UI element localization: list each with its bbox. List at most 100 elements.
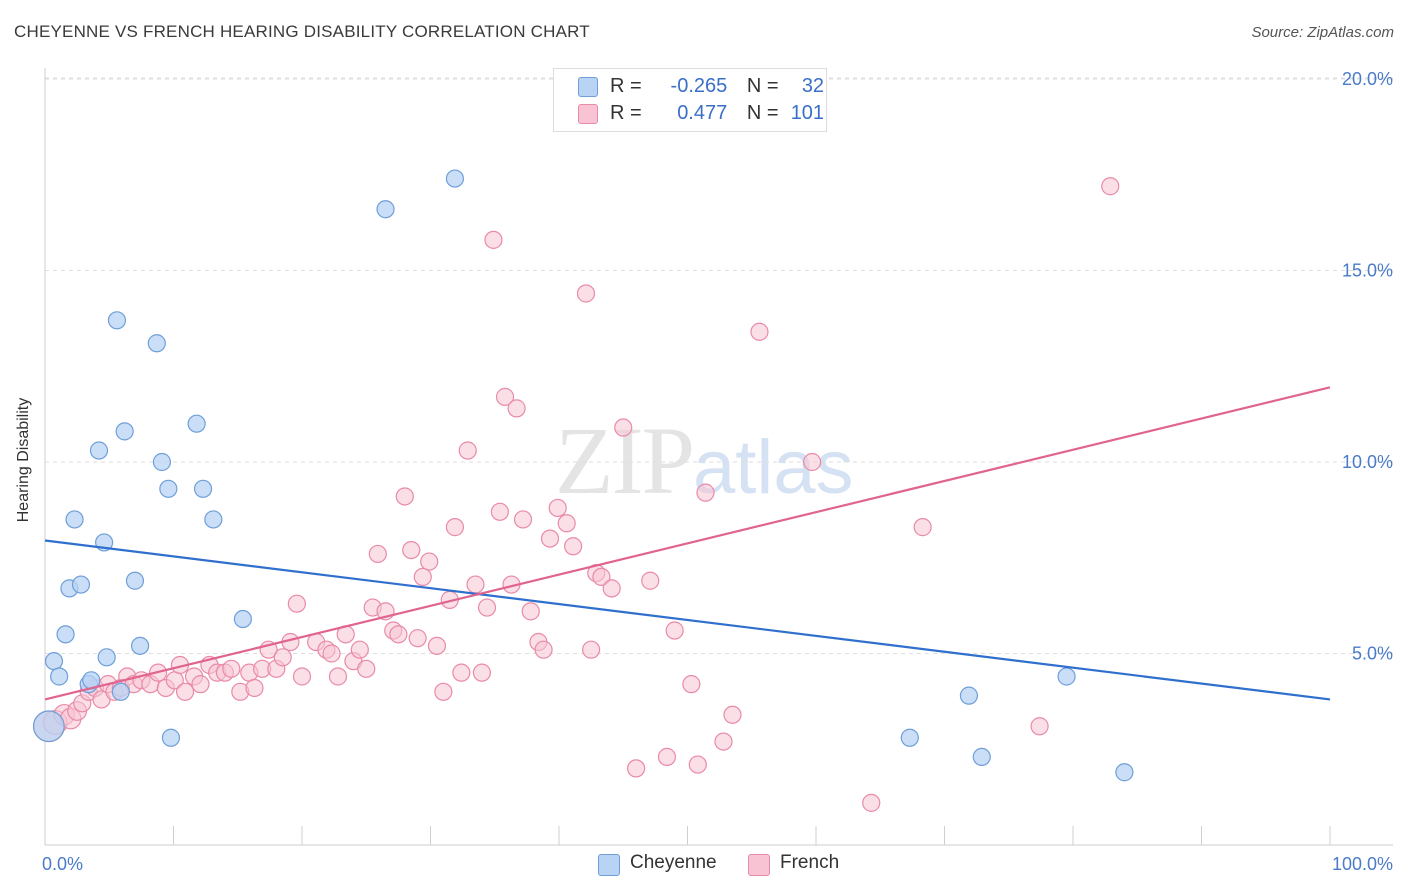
point-french [328,667,348,686]
point-french [357,659,376,678]
point-cheyenne [44,652,64,671]
bottom-legend-label-french: French [780,852,840,873]
point-cheyenne [972,747,991,767]
point-cheyenne [1115,763,1134,782]
point-cheyenne [147,334,166,353]
point-french [602,579,621,598]
legend-r-label: R = [610,102,642,124]
point-french [292,667,312,686]
point-cheyenne [376,200,395,219]
point-french [408,629,427,648]
point-cheyenne [50,667,69,686]
point-cheyenne [445,169,465,188]
point-cheyenne [193,479,213,498]
point-cheyenne [204,510,223,529]
point-cheyenne [233,609,252,629]
point-french [750,322,769,341]
point-cheyenne [161,728,181,747]
point-cheyenne [56,625,75,644]
trend-line-french [44,386,1331,701]
point-french [222,659,241,678]
point-french [614,418,633,437]
point-french [322,644,341,663]
point-french [472,663,491,682]
bottom-legend-swatch-cheyenne [598,854,620,876]
point-french [714,732,733,751]
point-french [495,387,515,406]
y-tick-label: 15.0% [1342,261,1393,281]
point-cheyenne [959,686,979,705]
point-french [803,452,822,472]
point-french [368,544,387,564]
tick-labels: 5.0% 10.0% 15.0% 20.0% 0.0% 100.0% [42,69,1393,874]
point-french [413,567,432,587]
point-french [458,441,477,460]
point-cheyenne [111,682,130,701]
point-french [402,540,421,560]
point-cheyenne [125,571,145,590]
point-french [477,598,497,617]
point-french [592,567,611,587]
trend-line-cheyenne [44,539,1331,701]
point-french [191,675,210,694]
point-french [557,514,576,533]
point-cheyenne [187,414,206,433]
point-french [445,518,465,537]
point-french [641,571,660,590]
data-points [32,112,1134,812]
point-french [507,399,526,418]
point-cheyenne [97,648,116,667]
axes [44,68,1393,846]
point-french [273,648,292,667]
legend: R = -0.265 N = 32 R = 0.477 N = 101 [553,68,827,132]
watermark-atlas: atlas [693,425,854,510]
grid [45,77,1393,654]
point-french [175,682,195,701]
trend-lines [44,386,1331,701]
point-french [245,678,264,698]
point-french [626,759,646,778]
point-cheyenne [1057,667,1076,686]
point-french [548,498,567,518]
point-cheyenne [107,311,127,330]
point-french [395,487,414,506]
point-cheyenne [900,728,919,747]
point-cheyenne [65,510,84,529]
point-french [350,640,369,659]
legend-r-value: -0.265 [670,75,728,97]
source-label: Source: ZipAtlas.com [1251,24,1394,41]
legend-n-value: 101 [790,102,825,124]
point-french [490,502,509,521]
point-french [696,483,715,502]
point-french [484,230,503,249]
point-cheyenne [115,422,134,441]
legend-swatch-french [578,104,598,124]
point-french [521,602,540,621]
point-french [540,529,560,548]
point-french [682,675,701,694]
bottom-legend-swatch-french [748,854,770,876]
point-french [688,755,707,774]
point-french [1030,717,1049,736]
point-french [862,793,881,812]
legend-r-value: 0.477 [677,102,728,124]
point-french [513,510,533,529]
point-french [389,625,408,644]
y-tick-label: 20.0% [1342,69,1393,89]
point-french [665,621,684,640]
point-french [576,284,596,303]
y-tick-label: 10.0% [1342,452,1393,472]
point-cheyenne [89,441,109,460]
point-french [582,640,601,659]
bottom-legend-label-cheyenne: Cheyenne [630,852,717,873]
y-tick-label: 5.0% [1352,644,1393,664]
legend-n-value: 32 [801,75,825,97]
legend-r-label: R = [610,75,642,97]
point-cheyenne [71,575,91,594]
point-cheyenne [32,710,65,743]
legend-n-label: N = [746,75,779,97]
point-french [434,682,453,701]
point-french [466,575,485,594]
point-french [657,747,677,767]
